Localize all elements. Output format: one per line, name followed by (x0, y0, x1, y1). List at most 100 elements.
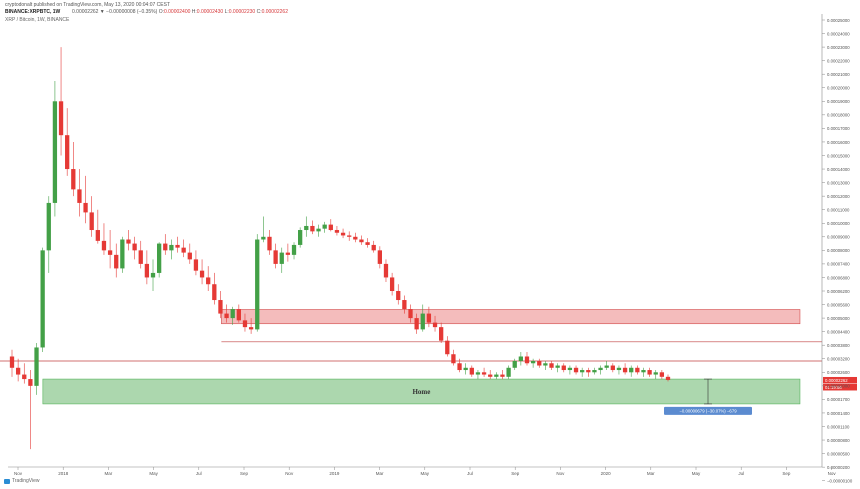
y-tick-label: −0.00000100 (827, 479, 853, 484)
candle-body (500, 374, 505, 377)
candle-body (610, 365, 615, 371)
x-tick-label: Mar (647, 471, 655, 476)
candle-body (488, 374, 493, 377)
candle-body (279, 252, 284, 264)
ohlc-open: 0.00002400 (163, 9, 191, 15)
y-tick-label: 0.00021000 (827, 72, 850, 77)
candle-body (451, 354, 456, 364)
ohlc-o-label: O: (158, 9, 164, 15)
candle-body (175, 244, 180, 248)
candle-body (65, 135, 70, 170)
candle-body (138, 250, 143, 264)
y-tick-label: 0.00006200 (827, 289, 850, 294)
footer-brand[interactable]: TradingView (4, 478, 40, 484)
zone-label: Home (412, 388, 430, 396)
x-tick-label: Nov (14, 471, 23, 476)
candles-layer (9, 47, 671, 450)
candle-body (126, 239, 131, 244)
x-tick-label: Sep (240, 471, 249, 476)
candle-body (635, 367, 640, 373)
candle-body (598, 367, 603, 371)
price-label-box (823, 383, 857, 391)
candle-body (83, 202, 88, 213)
x-axis: Nov 2018 Mar May Jul Sep Nov 2019 Mar May Jul Sep No… (8, 466, 836, 476)
ohlc-prefix: 0.00002262 ▼ −0.00000008 (−0.35%) (72, 9, 158, 15)
symbol-name: BINANCE:XRPBTC, 1W (5, 9, 61, 15)
candle-body (573, 367, 579, 373)
candle-body (230, 309, 235, 319)
candle-body (181, 247, 186, 253)
x-tick-label: 2019 (329, 471, 340, 476)
y-tick-label: 0.00005600 (827, 302, 850, 307)
candle-body (469, 367, 474, 375)
candle-body (616, 367, 622, 371)
candle-body (340, 232, 346, 236)
candle-body (199, 270, 205, 278)
candle-body (408, 309, 413, 319)
x-tick-label: 2020 (601, 471, 612, 476)
candle-body (163, 243, 168, 251)
x-tick-label: 2018 (58, 471, 69, 476)
y-axis: 0.00025000 0.00024000 0.00023000 0.00022000… (821, 14, 853, 484)
candle-body (506, 367, 511, 377)
y-tick-label: 0.00002000 (827, 384, 850, 389)
candle-body (549, 363, 554, 368)
candle-body (475, 372, 481, 375)
y-tick-label: 0.00000800 (827, 438, 850, 443)
x-tick-label: Jul (467, 471, 473, 476)
candle-body (334, 230, 340, 233)
tradingview-logo-icon (4, 478, 10, 484)
candle-body (144, 263, 150, 278)
price-label: 0.00002262 (825, 378, 848, 383)
y-tick-label: 0.00002600 (827, 370, 850, 375)
measure-label: −0.00000679 (−30.07%) −679 (679, 409, 737, 414)
candle-body (524, 356, 530, 364)
symbol-line: BINANCE:XRPBTC, 1W (5, 9, 60, 16)
candle-body (52, 101, 58, 203)
x-tick-label: Jul (738, 471, 744, 476)
candle-body (316, 228, 321, 232)
ohlc-close: 0.00002262 (261, 9, 288, 15)
candle-body (604, 365, 609, 368)
candle-body (267, 236, 272, 251)
support-zone (42, 378, 801, 405)
candle-body (371, 244, 376, 251)
candle-body (28, 379, 33, 386)
candle-body (150, 272, 156, 278)
candle-body (169, 244, 174, 251)
y-tick-label: 0.00016000 (827, 140, 850, 145)
candle-body (248, 327, 254, 330)
y-tick-label: 0.00007400 (827, 262, 850, 267)
candle-body (530, 361, 536, 364)
x-tick-label: May (421, 471, 430, 476)
y-tick-label: 0.00003200 (827, 357, 850, 362)
x-tick-label: Mar (105, 471, 113, 476)
candle-body (383, 263, 389, 278)
candle-body (457, 363, 462, 371)
ohlc-c-label: C: (256, 9, 262, 15)
candle-body (665, 376, 671, 380)
y-tick-label: 0.00023000 (827, 45, 850, 50)
candle-body (71, 169, 76, 190)
x-tick-label: May (692, 471, 701, 476)
candle-body (285, 252, 291, 255)
y-tick-label: 0.00001400 (827, 411, 850, 416)
candle-body (518, 356, 524, 362)
candle-body (377, 250, 382, 264)
candle-body (402, 300, 407, 310)
candle-body (512, 361, 517, 368)
y-tick-label: 0.00024000 (827, 31, 850, 36)
candle-body (592, 370, 597, 373)
candle-body (555, 365, 560, 368)
y-tick-label: 0.00003800 (827, 343, 850, 348)
candle-body (261, 236, 266, 240)
candle-body (359, 239, 364, 243)
candle-body (622, 367, 628, 373)
price-label: 01:19:56 (825, 385, 842, 390)
candle-body (120, 239, 125, 269)
candle-body (58, 101, 64, 136)
y-tick-label: 0.00025000 (827, 18, 850, 23)
x-tick-label: Sep (511, 471, 520, 476)
candle-body (193, 259, 199, 271)
